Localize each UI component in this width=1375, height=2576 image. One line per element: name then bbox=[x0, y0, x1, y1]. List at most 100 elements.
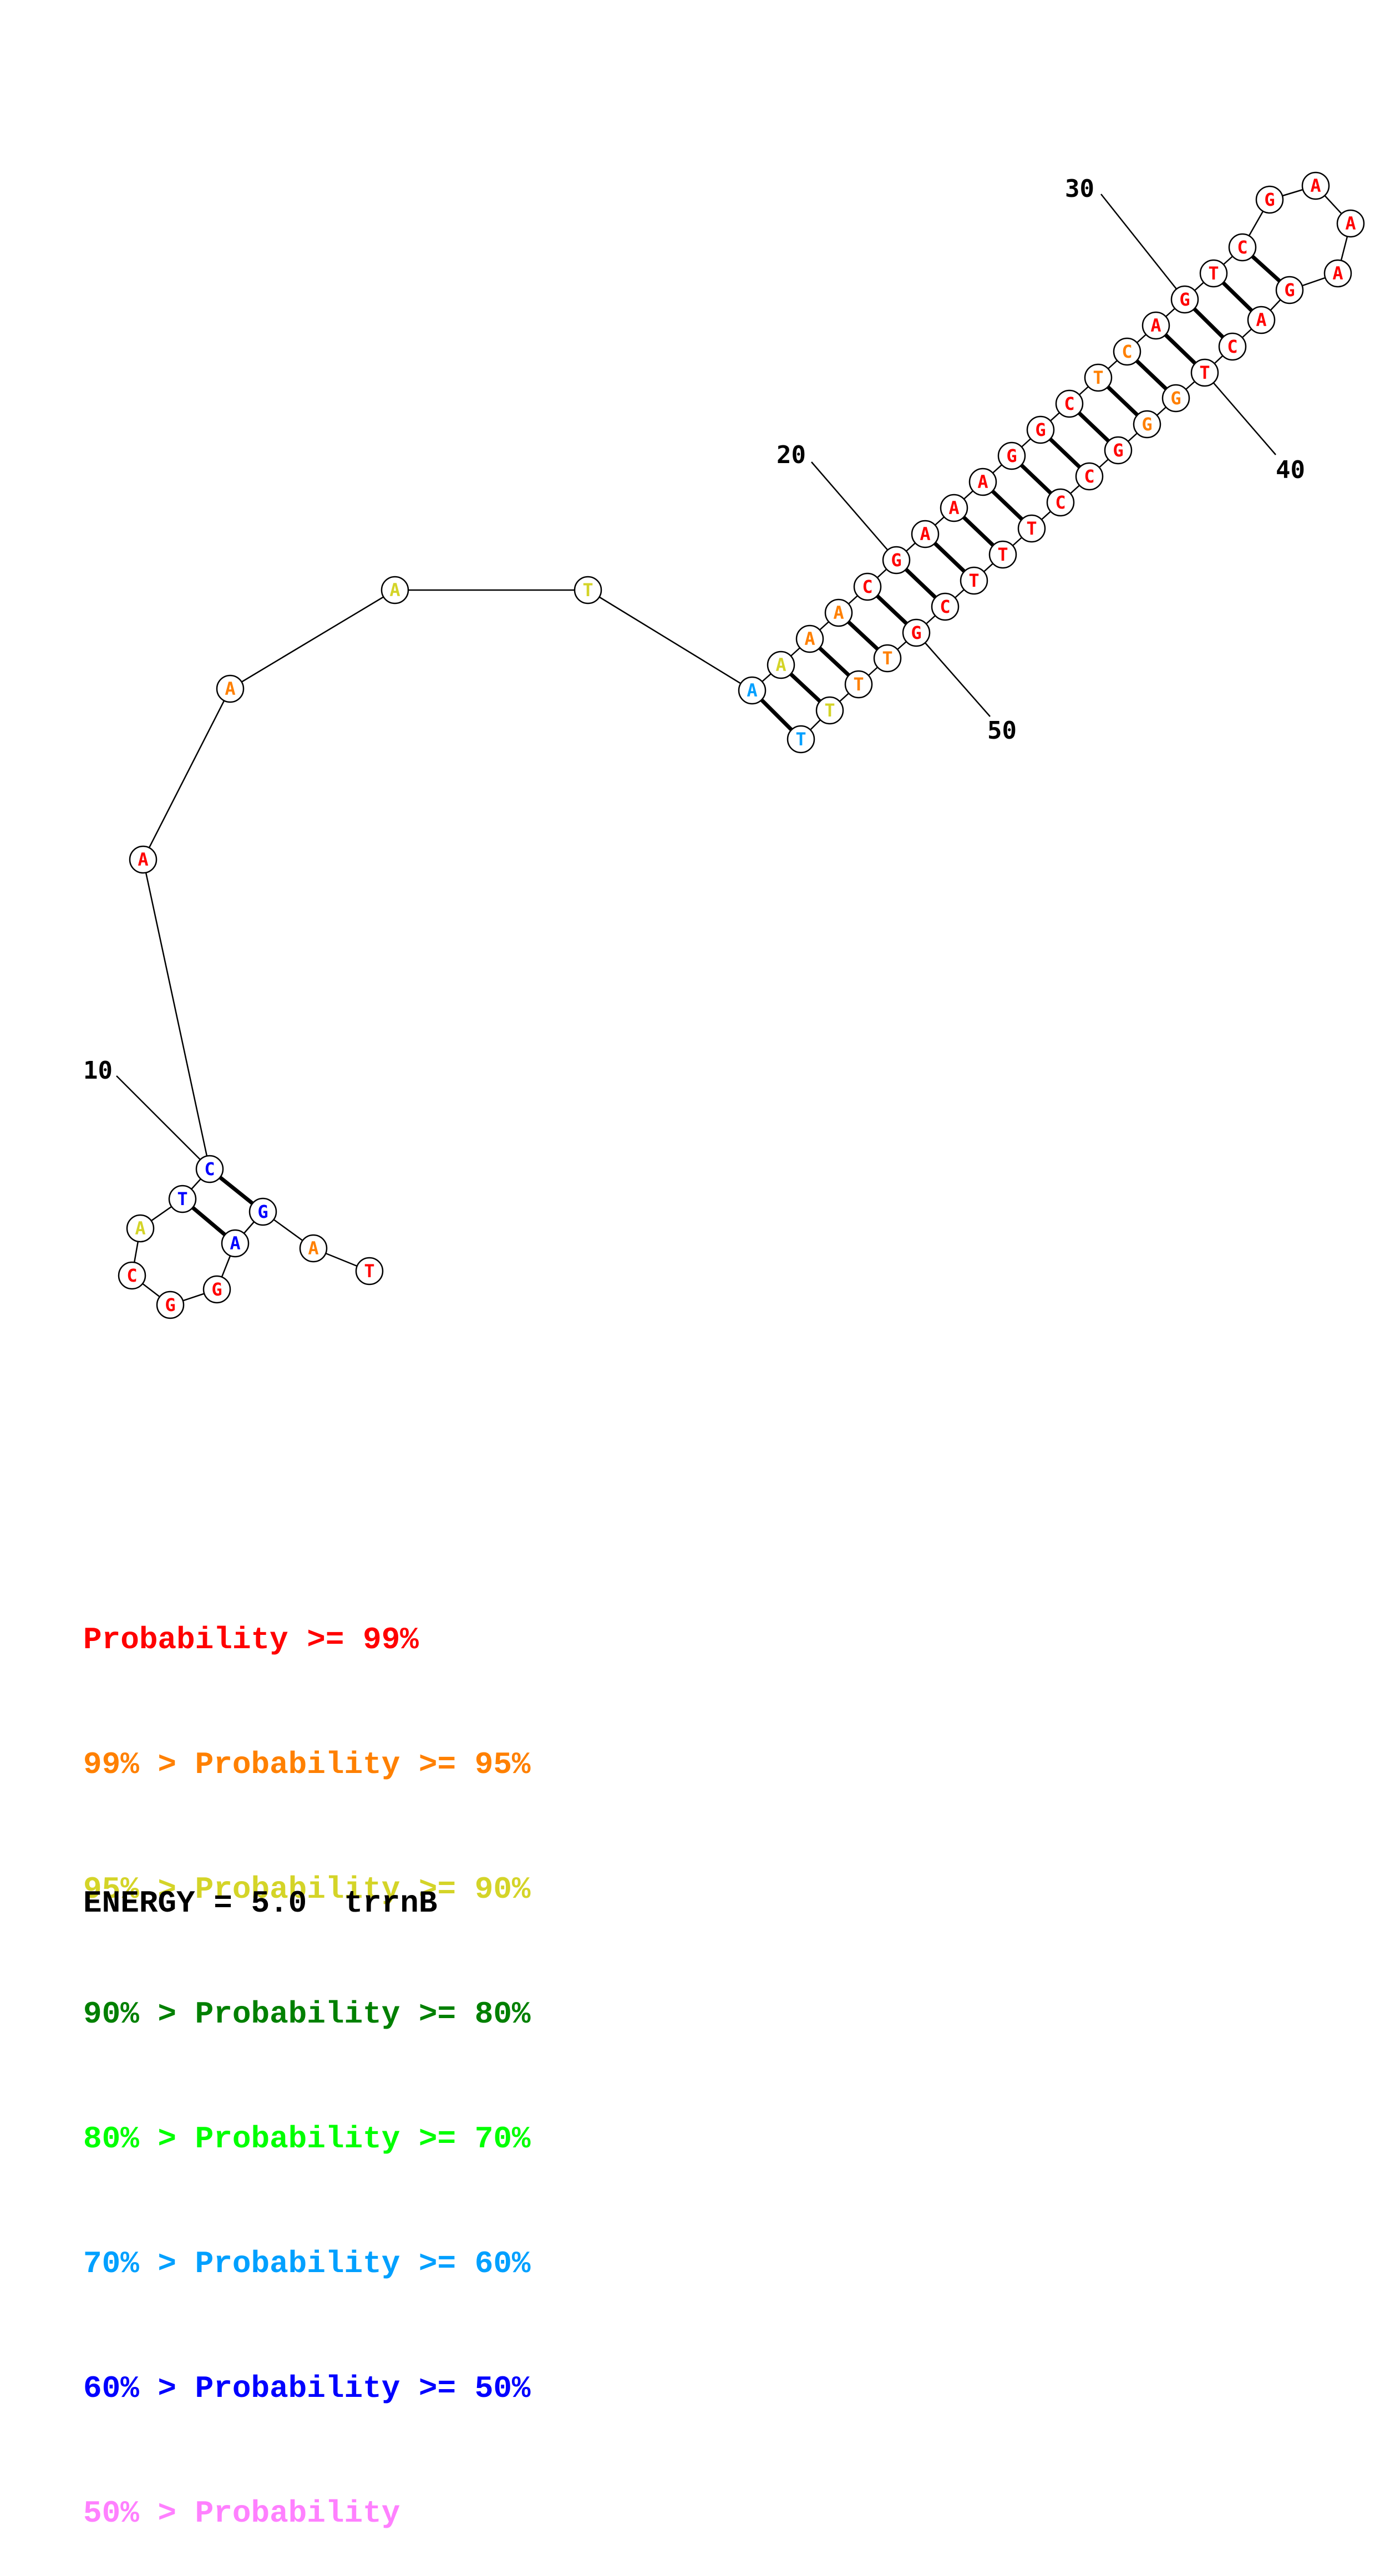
base-letter: C bbox=[1055, 492, 1066, 513]
base-circle bbox=[738, 676, 767, 705]
base-node: T bbox=[960, 566, 988, 595]
base-circle bbox=[1199, 259, 1228, 288]
base-circle bbox=[911, 520, 940, 548]
legend-label: Probability >= 60% bbox=[195, 2246, 531, 2282]
base-node: A bbox=[299, 1234, 328, 1263]
base-node: G bbox=[202, 1275, 231, 1304]
base-circle bbox=[355, 1257, 384, 1286]
base-letter: G bbox=[1284, 280, 1295, 301]
base-letter: C bbox=[204, 1159, 215, 1180]
pair-bond bbox=[962, 516, 995, 547]
pair-bond bbox=[1048, 438, 1082, 469]
pair-bond bbox=[1106, 385, 1139, 416]
pair-bond bbox=[1193, 307, 1225, 339]
legend-row-99: Probability >= 99% bbox=[83, 1619, 531, 1661]
base-letter: G bbox=[1170, 388, 1181, 409]
position-leader-line bbox=[811, 461, 889, 551]
base-circle bbox=[815, 696, 844, 725]
backbone-segment bbox=[587, 589, 753, 692]
base-circle bbox=[931, 592, 960, 621]
base-node: C bbox=[1055, 389, 1084, 418]
base-circle bbox=[156, 1290, 185, 1319]
base-letter: A bbox=[308, 1238, 318, 1259]
position-labels: 10 20 30 40 50 bbox=[83, 175, 1305, 1160]
legend-prefix: 90% > bbox=[83, 1996, 195, 2032]
base-node: T bbox=[844, 670, 873, 699]
base-circle bbox=[168, 1185, 197, 1213]
base-node: C bbox=[1113, 337, 1141, 366]
base-circle bbox=[873, 644, 902, 673]
base-circle bbox=[988, 540, 1017, 569]
base-letter: G bbox=[257, 1201, 268, 1222]
base-node: G bbox=[997, 441, 1026, 470]
base-circle bbox=[1228, 233, 1257, 262]
base-node: G bbox=[1026, 415, 1055, 444]
base-circle bbox=[1301, 171, 1330, 200]
base-node: A bbox=[1141, 311, 1170, 340]
pair-bond bbox=[933, 542, 966, 573]
pair-bond bbox=[876, 594, 908, 626]
base-letter: T bbox=[364, 1261, 374, 1282]
base-node: A bbox=[911, 520, 940, 548]
base-letter: G bbox=[1006, 445, 1017, 466]
position-leader-line bbox=[1100, 194, 1178, 289]
position-label: 50 bbox=[987, 717, 1017, 745]
pair-bond bbox=[1164, 333, 1197, 365]
base-node: A bbox=[1301, 171, 1330, 200]
pair-bond bbox=[1221, 281, 1254, 312]
base-circle bbox=[221, 1229, 250, 1258]
base-circle bbox=[787, 725, 815, 754]
base-letter: A bbox=[977, 471, 988, 492]
legend-label: Probability >= 70% bbox=[195, 2121, 531, 2157]
legend-label: Probability >= 80% bbox=[195, 1996, 531, 2032]
base-node: C bbox=[1218, 332, 1247, 361]
base-letter: A bbox=[138, 849, 148, 870]
base-node: G bbox=[1275, 276, 1304, 304]
base-circle bbox=[216, 674, 245, 703]
base-circle bbox=[882, 546, 911, 575]
base-letter: G bbox=[165, 1294, 175, 1315]
backbone-segment bbox=[230, 589, 395, 690]
base-node: C bbox=[1228, 233, 1257, 262]
base-circle bbox=[968, 468, 997, 496]
position-leader-line bbox=[1212, 382, 1276, 455]
pair-bond bbox=[847, 620, 879, 651]
pair-bond bbox=[219, 1176, 254, 1205]
position-leader-line bbox=[924, 642, 991, 717]
base-letter: A bbox=[230, 1233, 240, 1254]
base-letter: T bbox=[997, 544, 1008, 565]
base-letter: G bbox=[1113, 440, 1123, 461]
base-node: A bbox=[968, 468, 997, 496]
base-node: G bbox=[248, 1197, 277, 1226]
base-circle bbox=[1247, 306, 1276, 334]
base-circle bbox=[1075, 462, 1104, 491]
base-circle bbox=[1190, 358, 1219, 387]
base-letter: G bbox=[211, 1279, 222, 1300]
base-node: A bbox=[221, 1229, 250, 1258]
base-node: G bbox=[1170, 285, 1199, 314]
base-circle bbox=[1133, 410, 1161, 439]
base-node: T bbox=[873, 644, 902, 673]
base-letter: C bbox=[940, 596, 950, 617]
base-circle bbox=[1046, 488, 1075, 517]
base-node: C bbox=[1075, 462, 1104, 491]
pair-bond bbox=[818, 646, 850, 677]
legend-row-90: 95% > Probability >= 90% bbox=[83, 1869, 531, 1911]
position-label: 20 bbox=[777, 441, 806, 469]
base-circle bbox=[1170, 285, 1199, 314]
base-circle bbox=[1104, 436, 1133, 465]
position-leader-line bbox=[116, 1075, 201, 1160]
base-node: A bbox=[380, 576, 409, 604]
base-node: A bbox=[940, 494, 968, 522]
base-letter: T bbox=[824, 700, 835, 721]
base-letter: T bbox=[1093, 367, 1103, 388]
legend-row-below-50: 50% > Probability bbox=[83, 2493, 531, 2534]
base-node: T bbox=[815, 696, 844, 725]
base-node: C bbox=[853, 572, 882, 601]
base-letter: C bbox=[1084, 466, 1094, 487]
base-letter: A bbox=[389, 580, 400, 601]
base-node: A bbox=[129, 845, 158, 874]
legend-label: Probability >= 90% bbox=[195, 1872, 531, 1907]
base-node: T bbox=[1084, 363, 1113, 392]
base-letter: A bbox=[1150, 315, 1161, 336]
